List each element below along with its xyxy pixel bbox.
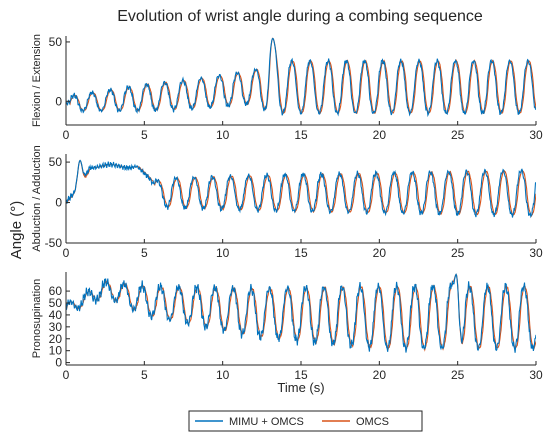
y-tick-label: 10	[49, 344, 63, 358]
x-tick-label: 25	[451, 246, 465, 260]
x-tick-label: 10	[216, 128, 230, 142]
y-tick-label: 0	[55, 196, 62, 210]
x-tick-label: 20	[373, 368, 387, 382]
series-omcs-line	[66, 37, 536, 115]
x-tick-label: 30	[529, 246, 543, 260]
x-tick-label: 30	[529, 128, 543, 142]
y-tick-label: 50	[49, 35, 63, 49]
y-tick-label: 20	[49, 332, 63, 346]
chart-panel-1: 0 5 10 15 20 25 30 0 50 Flexion / Extension	[31, 34, 543, 142]
x-tick-label: 10	[216, 246, 230, 260]
y-tick-label: 0	[55, 94, 62, 108]
panel-y-axis-label: Abduction / Adduction	[31, 145, 43, 251]
panel-y-axis-label: Flexion / Extension	[31, 34, 43, 127]
series-mimu-omcs-line	[66, 273, 536, 353]
chart-legend: MIMU + OMCS OMCS	[188, 410, 423, 432]
x-tick-label: 0	[63, 246, 70, 260]
series-mimu-omcs-line	[66, 159, 536, 219]
y-tick-label: 50	[49, 296, 63, 310]
legend-entry: OMCS	[356, 416, 389, 428]
x-axis-label: Time (s)	[277, 380, 324, 395]
y-tick-label: 0	[55, 356, 62, 370]
x-tick-label: 25	[451, 128, 465, 142]
y-tick-label: 40	[49, 308, 63, 322]
x-tick-label: 5	[141, 128, 148, 142]
x-tick-label: 0	[63, 128, 70, 142]
x-tick-label: 5	[141, 246, 148, 260]
y-tick-label: 30	[49, 320, 63, 334]
chart-title: Evolution of wrist angle during a combin…	[117, 8, 483, 25]
x-tick-label: 25	[451, 368, 465, 382]
x-tick-label: 10	[216, 368, 230, 382]
legend-entry: MIMU + OMCS	[229, 416, 304, 428]
chart-panel-3: 0 5 10 15 20 25 300102030405060Pronosupination…	[31, 272, 543, 395]
x-tick-label: 15	[294, 128, 308, 142]
x-tick-label: 0	[63, 368, 70, 382]
legend-box	[188, 410, 423, 432]
x-tick-label: 15	[294, 368, 308, 382]
x-tick-label: 20	[373, 128, 387, 142]
x-tick-label: 15	[294, 246, 308, 260]
panel-y-axis-label: Pronosupination	[31, 279, 43, 359]
y-tick-label: 60	[49, 284, 63, 298]
series-omcs-line	[66, 159, 536, 218]
x-tick-label: 30	[529, 368, 543, 382]
series-mimu-omcs-line	[66, 37, 536, 118]
y-tick-label: 50	[49, 155, 63, 169]
shared-y-axis-label: Angle (°)	[8, 201, 25, 260]
x-tick-label: 5	[141, 368, 148, 382]
y-tick-label: -50	[45, 236, 63, 250]
x-tick-label: 20	[373, 246, 387, 260]
